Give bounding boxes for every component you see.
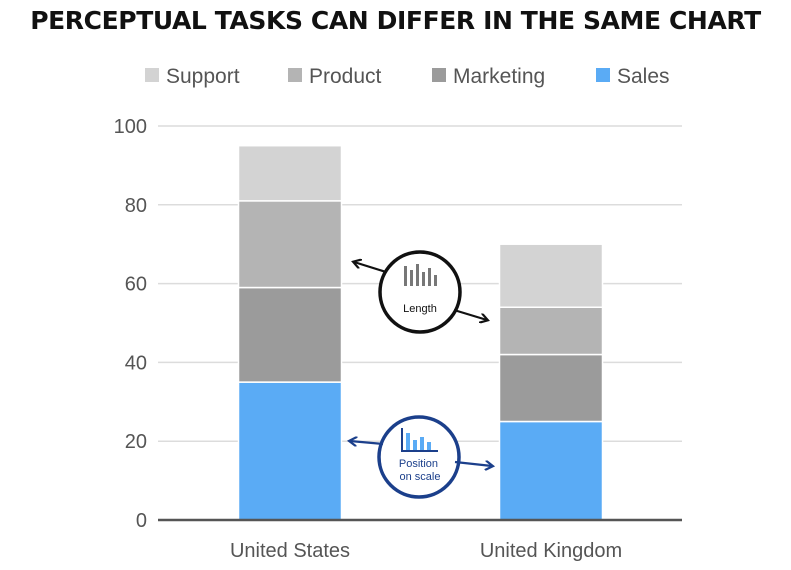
y-tick-40: 40 <box>125 352 147 374</box>
x-label-united-kingdom: United Kingdom <box>480 540 622 562</box>
bar-united-kingdom-support <box>498 243 604 308</box>
bar-united-states-marketing <box>237 286 343 383</box>
bar-united-kingdom-product <box>498 306 604 356</box>
legend: Support Product Marketing Sales <box>145 65 670 88</box>
length-annotation: Length <box>354 250 487 334</box>
y-tick-80: 80 <box>125 195 147 217</box>
chart-title: PERCEPTUAL TASKS CAN DIFFER IN THE SAME … <box>30 6 761 35</box>
bars <box>237 144 604 521</box>
bar-united-states-support <box>237 144 343 202</box>
legend-swatch-product <box>288 68 302 82</box>
position-label: Position on scale <box>399 458 441 483</box>
bar-chart-icon <box>401 428 438 452</box>
bar-united-kingdom-marketing <box>498 353 604 423</box>
vertical-bars-icon <box>404 264 437 286</box>
y-tick-0: 0 <box>136 510 147 532</box>
legend-swatch-support <box>145 68 159 82</box>
x-tick-labels: United States United Kingdom <box>230 540 622 562</box>
x-label-united-states: United States <box>230 540 350 562</box>
bar-united-kingdom-sales <box>498 420 604 521</box>
length-arrow-right <box>453 308 487 320</box>
position-arrow-right <box>454 462 492 466</box>
legend-label-product: Product <box>309 65 382 88</box>
legend-label-support: Support <box>166 65 240 88</box>
legend-label-sales: Sales <box>617 65 670 88</box>
legend-swatch-marketing <box>432 68 446 82</box>
position-arrow-left <box>350 441 384 444</box>
length-label: Length <box>403 303 437 315</box>
legend-label-marketing: Marketing <box>453 65 545 88</box>
y-tick-20: 20 <box>125 431 147 453</box>
y-tick-labels: 0 20 40 60 80 100 <box>114 116 147 532</box>
y-tick-60: 60 <box>125 274 147 296</box>
bar-united-states-product <box>237 200 343 289</box>
length-circle <box>378 250 462 334</box>
length-arrow-left <box>354 262 387 274</box>
bar-united-states-sales <box>237 381 343 521</box>
y-tick-100: 100 <box>114 116 147 138</box>
position-annotation: Position on scale <box>350 415 492 499</box>
position-circle <box>377 415 461 499</box>
legend-swatch-sales <box>596 68 610 82</box>
